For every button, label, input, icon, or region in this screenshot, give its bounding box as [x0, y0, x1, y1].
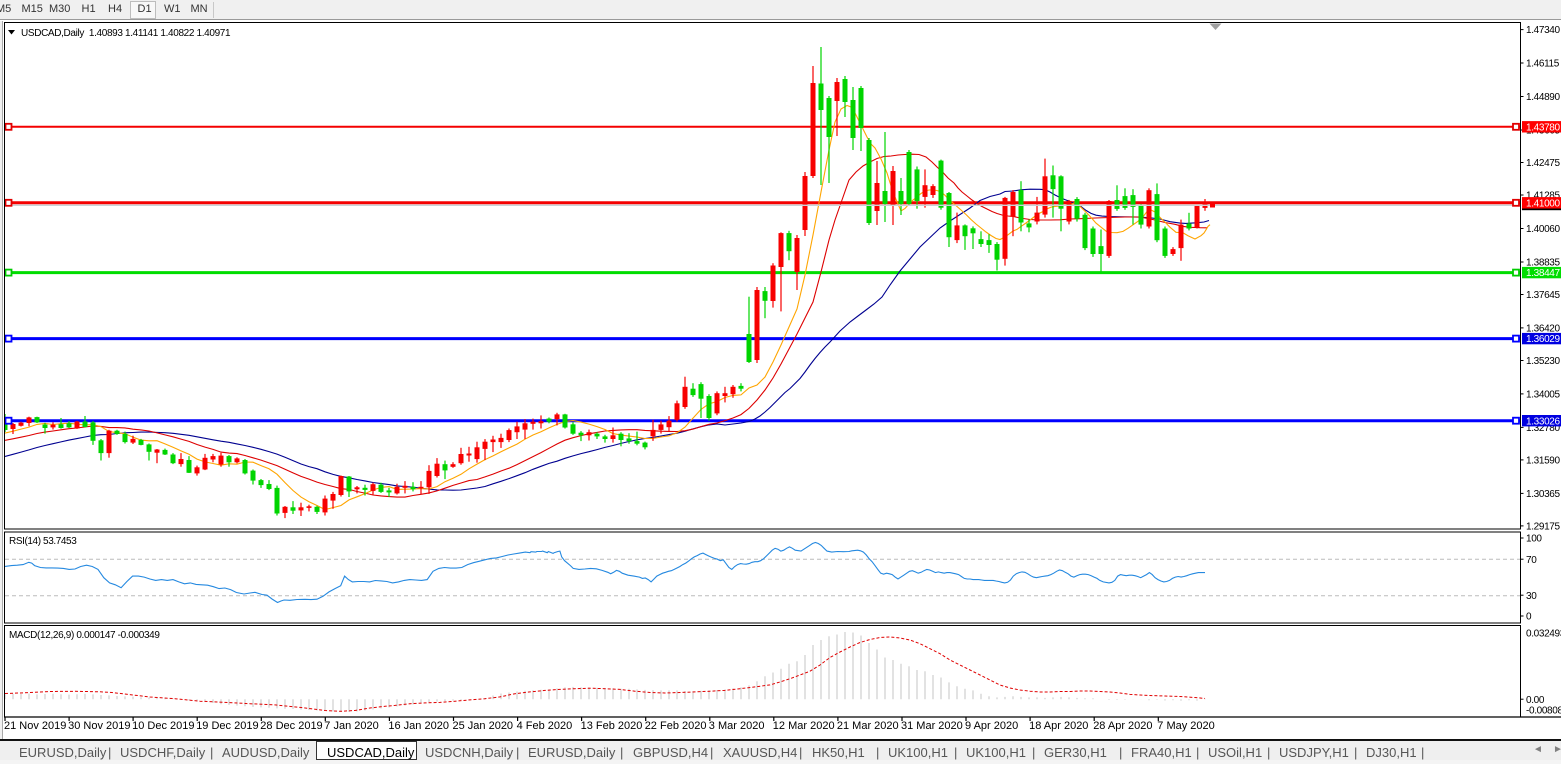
svg-text:1.40060: 1.40060: [1526, 224, 1560, 235]
svg-text:1.31590: 1.31590: [1526, 456, 1560, 467]
svg-text:1.36029: 1.36029: [1526, 334, 1560, 345]
svg-text:100: 100: [1526, 534, 1542, 545]
svg-text:1.37645: 1.37645: [1526, 290, 1560, 301]
svg-text:1.33026: 1.33026: [1526, 416, 1560, 427]
svg-text:16 Jan 2020: 16 Jan 2020: [388, 720, 449, 732]
svg-text:25 Jan 2020: 25 Jan 2020: [453, 720, 514, 732]
svg-text:USDCAD,Daily 1.40893 1.41141: USDCAD,Daily 1.40893 1.41141 1.40822 1.4…: [21, 28, 231, 39]
svg-text:0: 0: [1526, 612, 1532, 623]
svg-text:12 Mar 2020: 12 Mar 2020: [773, 720, 835, 732]
svg-text:1.29175: 1.29175: [1526, 522, 1560, 533]
svg-text:3 Mar 2020: 3 Mar 2020: [709, 720, 765, 732]
svg-text:-0.008086: -0.008086: [1526, 705, 1561, 716]
svg-text:28 Apr 2020: 28 Apr 2020: [1093, 720, 1152, 732]
svg-text:21 Mar 2020: 21 Mar 2020: [837, 720, 899, 732]
svg-text:30: 30: [1526, 591, 1537, 602]
svg-text:1.35230: 1.35230: [1526, 356, 1560, 367]
svg-text:1.38447: 1.38447: [1526, 268, 1560, 279]
svg-text:1.44890: 1.44890: [1526, 92, 1560, 103]
svg-text:22 Feb 2020: 22 Feb 2020: [645, 720, 707, 732]
svg-text:28 Dec 2019: 28 Dec 2019: [260, 720, 322, 732]
svg-text:1.36420: 1.36420: [1526, 324, 1560, 335]
svg-text:1.47340: 1.47340: [1526, 25, 1560, 36]
svg-text:70: 70: [1526, 555, 1537, 566]
svg-text:1.30365: 1.30365: [1526, 489, 1560, 500]
svg-text:30 Nov 2019: 30 Nov 2019: [68, 720, 130, 732]
svg-text:9 Apr 2020: 9 Apr 2020: [965, 720, 1018, 732]
svg-text:1.43780: 1.43780: [1526, 122, 1560, 133]
svg-text:0.032493: 0.032493: [1526, 629, 1561, 640]
svg-text:4 Feb 2020: 4 Feb 2020: [517, 720, 573, 732]
svg-text:1.34005: 1.34005: [1526, 390, 1560, 401]
svg-text:7 Jan 2020: 7 Jan 2020: [324, 720, 378, 732]
svg-text:1.41000: 1.41000: [1526, 198, 1560, 209]
svg-text:1.46115: 1.46115: [1526, 59, 1560, 70]
svg-text:18 Apr 2020: 18 Apr 2020: [1029, 720, 1088, 732]
svg-text:10 Dec 2019: 10 Dec 2019: [132, 720, 194, 732]
svg-text:21 Nov 2019: 21 Nov 2019: [4, 720, 66, 732]
svg-text:1.32780: 1.32780: [1526, 423, 1560, 434]
svg-text:1.41285: 1.41285: [1526, 191, 1560, 202]
svg-text:31 Mar 2020: 31 Mar 2020: [901, 720, 963, 732]
svg-text:1.42475: 1.42475: [1526, 158, 1560, 169]
svg-text:7 May 2020: 7 May 2020: [1157, 720, 1214, 732]
svg-text:MACD(12,26,9) 0.000147 -0.0003: MACD(12,26,9) 0.000147 -0.000349: [9, 630, 160, 641]
svg-text:1.38835: 1.38835: [1526, 258, 1560, 269]
svg-text:0.00: 0.00: [1526, 695, 1545, 706]
svg-text:13 Feb 2020: 13 Feb 2020: [581, 720, 643, 732]
svg-text:RSI(14) 53.7453: RSI(14) 53.7453: [9, 536, 77, 547]
svg-text:19 Dec 2019: 19 Dec 2019: [196, 720, 258, 732]
